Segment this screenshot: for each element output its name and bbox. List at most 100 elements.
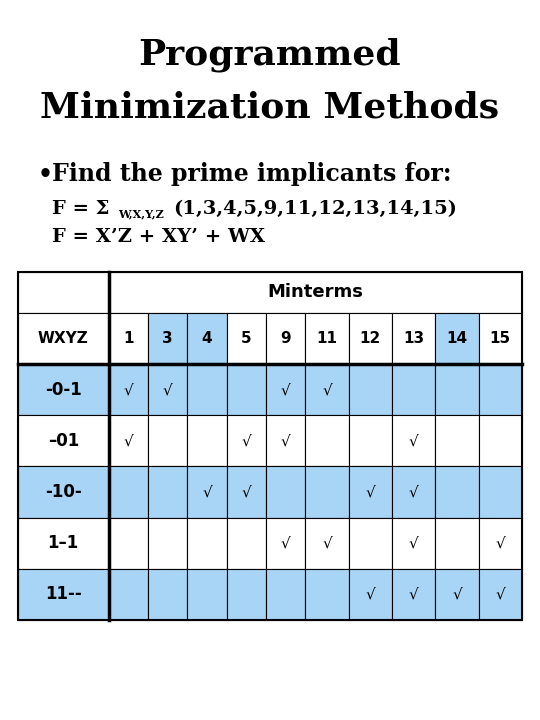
Bar <box>392 467 435 518</box>
Bar <box>187 415 227 467</box>
Text: √: √ <box>241 433 251 449</box>
Text: –01: –01 <box>48 432 79 450</box>
Bar <box>109 467 148 518</box>
Text: W,X,Y,Z: W,X,Y,Z <box>118 208 164 219</box>
Text: √: √ <box>409 536 419 551</box>
Text: √: √ <box>409 433 419 449</box>
Text: √: √ <box>123 382 133 397</box>
Text: Minterms: Minterms <box>267 284 363 302</box>
Bar <box>349 313 392 364</box>
Bar <box>392 518 435 569</box>
Bar <box>109 313 148 364</box>
Bar <box>266 415 306 467</box>
Bar <box>266 364 306 415</box>
Bar <box>266 467 306 518</box>
Text: √: √ <box>281 433 291 449</box>
Text: •: • <box>38 162 53 186</box>
Bar <box>478 313 522 364</box>
Bar <box>435 569 478 620</box>
Bar <box>392 415 435 467</box>
Bar <box>18 313 109 364</box>
Bar <box>148 518 187 569</box>
Text: Find the prime implicants for:: Find the prime implicants for: <box>52 162 451 186</box>
Bar <box>349 518 392 569</box>
Bar <box>187 467 227 518</box>
Bar <box>349 569 392 620</box>
Bar <box>306 415 349 467</box>
Bar <box>187 313 227 364</box>
Text: WXYZ: WXYZ <box>38 331 89 346</box>
Bar <box>148 313 187 364</box>
Text: √: √ <box>202 485 212 500</box>
Bar <box>227 313 266 364</box>
Bar <box>306 364 349 415</box>
Bar <box>109 272 522 313</box>
Text: Programmed: Programmed <box>139 38 401 73</box>
Bar <box>435 415 478 467</box>
Bar <box>148 364 187 415</box>
Text: (1,3,4,5,9,11,12,13,14,15): (1,3,4,5,9,11,12,13,14,15) <box>173 200 457 218</box>
Bar <box>435 313 478 364</box>
Bar <box>187 364 227 415</box>
Text: 14: 14 <box>447 331 468 346</box>
Bar <box>18 518 109 569</box>
Bar <box>18 569 109 620</box>
Bar <box>18 364 109 415</box>
Text: 5: 5 <box>241 331 252 346</box>
Bar <box>227 518 266 569</box>
Text: √: √ <box>281 536 291 551</box>
Text: 13: 13 <box>403 331 424 346</box>
Bar <box>306 518 349 569</box>
Bar <box>266 313 306 364</box>
Bar <box>18 415 109 467</box>
Bar <box>478 415 522 467</box>
Bar <box>227 415 266 467</box>
Bar <box>227 364 266 415</box>
Bar <box>478 364 522 415</box>
Bar <box>227 467 266 518</box>
Text: √: √ <box>366 485 375 500</box>
Bar <box>109 364 148 415</box>
Bar <box>187 569 227 620</box>
Text: √: √ <box>123 433 133 449</box>
Bar <box>435 364 478 415</box>
Text: 3: 3 <box>163 331 173 346</box>
Bar <box>478 518 522 569</box>
Bar <box>478 569 522 620</box>
Text: √: √ <box>322 536 332 551</box>
Bar <box>187 518 227 569</box>
Text: √: √ <box>452 587 462 602</box>
Bar <box>392 313 435 364</box>
Bar <box>18 272 522 620</box>
Bar <box>306 313 349 364</box>
Text: √: √ <box>366 587 375 602</box>
Bar <box>306 467 349 518</box>
Bar <box>148 569 187 620</box>
Bar <box>349 364 392 415</box>
Text: F = Σ: F = Σ <box>52 200 110 218</box>
Text: 11: 11 <box>316 331 338 346</box>
Text: √: √ <box>409 485 419 500</box>
Text: 15: 15 <box>490 331 511 346</box>
Bar <box>266 518 306 569</box>
Text: -0-1: -0-1 <box>45 381 82 399</box>
Text: √: √ <box>281 382 291 397</box>
Text: √: √ <box>496 587 505 602</box>
Bar <box>392 569 435 620</box>
Text: √: √ <box>163 382 172 397</box>
Text: √: √ <box>241 485 251 500</box>
Text: -10-: -10- <box>45 483 82 501</box>
Text: 1–1: 1–1 <box>48 534 79 552</box>
Text: √: √ <box>496 536 505 551</box>
Text: 11--: 11-- <box>45 585 82 603</box>
Bar <box>306 569 349 620</box>
Text: √: √ <box>322 382 332 397</box>
Text: 4: 4 <box>201 331 212 346</box>
Text: 12: 12 <box>360 331 381 346</box>
Bar <box>266 569 306 620</box>
Bar <box>227 569 266 620</box>
Bar <box>435 467 478 518</box>
Bar <box>148 415 187 467</box>
Bar <box>478 467 522 518</box>
Text: √: √ <box>409 587 419 602</box>
